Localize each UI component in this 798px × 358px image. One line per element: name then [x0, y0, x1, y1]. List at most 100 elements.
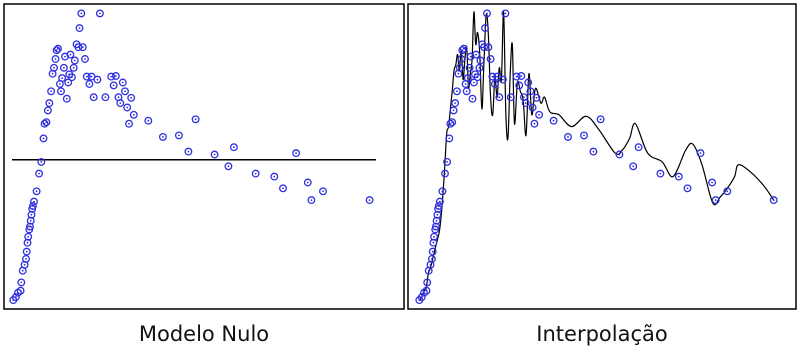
data-point-center [599, 118, 602, 121]
data-point [32, 187, 41, 196]
data-point-center [460, 58, 463, 60]
data-point-center [567, 136, 569, 138]
data-point [24, 232, 33, 241]
data-point-center [462, 47, 465, 50]
data-point [66, 50, 75, 59]
data-point [769, 196, 778, 205]
data-point [458, 46, 467, 55]
data-point-center [99, 12, 101, 15]
data-point [696, 149, 705, 158]
data-point [417, 293, 426, 302]
data-point-center [254, 172, 257, 175]
data-point [452, 87, 461, 96]
data-point [674, 172, 683, 181]
data-point-center [446, 161, 448, 163]
data-point-center [494, 83, 496, 85]
data-point [524, 78, 533, 87]
data-point-center [496, 75, 498, 78]
chart-panel-null-model [3, 3, 405, 310]
data-point [87, 72, 96, 81]
data-point-center [124, 90, 126, 93]
data-point-center [187, 150, 190, 153]
data-point-center [38, 172, 40, 175]
data-point [109, 81, 118, 90]
data-point-center [282, 187, 284, 190]
data-point-center [32, 205, 34, 207]
data-point [123, 103, 132, 112]
data-point-center [295, 152, 297, 155]
data-point [549, 116, 558, 125]
data-point [506, 93, 515, 102]
data-point-center [128, 122, 130, 125]
data-point [64, 78, 73, 87]
data-point-center [80, 12, 83, 15]
data-point-center [90, 75, 93, 78]
data-point-center [227, 165, 230, 168]
data-point [530, 119, 539, 128]
data-point [723, 187, 732, 196]
data-point-center [61, 77, 63, 79]
data-point [37, 157, 46, 166]
data-point [528, 103, 537, 112]
data-point-center [420, 296, 423, 298]
data-point [307, 196, 316, 205]
data-point [319, 187, 327, 196]
data-point-center [772, 199, 775, 202]
data-point [67, 73, 76, 82]
data-point [455, 63, 464, 72]
data-point-center [437, 205, 440, 207]
data-point [484, 43, 493, 52]
data-point [17, 278, 26, 287]
left-marks [9, 9, 376, 305]
data-point [210, 150, 219, 159]
data-point-center [64, 55, 66, 58]
data-point [158, 132, 167, 141]
data-point-center [452, 109, 455, 112]
data-point-center [476, 76, 479, 79]
data-point-center [441, 190, 444, 193]
data-point-center [461, 49, 464, 52]
data-point-center [40, 161, 43, 163]
data-point-center [504, 12, 507, 15]
data-point [445, 134, 454, 143]
data-point-center [42, 137, 45, 140]
data-point-center [119, 102, 122, 104]
data-point-center [63, 66, 65, 69]
data-point [279, 184, 287, 193]
data-point [191, 115, 200, 124]
data-point [448, 118, 457, 127]
data-point-center [54, 58, 57, 60]
data-point-center [47, 109, 49, 112]
data-point-center [14, 296, 17, 298]
data-point-center [35, 190, 38, 193]
data-point [47, 87, 56, 96]
data-point-center [451, 121, 454, 124]
data-point [535, 110, 544, 119]
data-point-center [637, 146, 640, 149]
data-point [11, 293, 20, 302]
data-point-center [487, 46, 490, 49]
data-point [501, 9, 510, 18]
data-point [441, 169, 449, 178]
data-point [30, 197, 38, 206]
data-point-center [435, 219, 438, 222]
data-point-center [71, 76, 73, 79]
plot-frame [3, 3, 405, 310]
data-point [634, 143, 643, 152]
data-point [580, 131, 588, 140]
data-point-center [429, 263, 432, 266]
data-point-center [433, 235, 435, 238]
data-point [446, 119, 455, 128]
data-point-center [147, 119, 150, 122]
data-point-center [45, 121, 48, 124]
data-point-center [714, 199, 717, 202]
data-point-center [65, 97, 68, 100]
data-point [430, 232, 439, 241]
interpolation-curve [419, 11, 775, 301]
data-point [57, 87, 65, 96]
data-point-center [30, 213, 33, 216]
caption-null-model: Modelo Nulo [138, 322, 270, 346]
caption-interpolation: Interpolação [536, 322, 668, 346]
data-point-center [466, 77, 469, 79]
data-point [468, 94, 477, 103]
